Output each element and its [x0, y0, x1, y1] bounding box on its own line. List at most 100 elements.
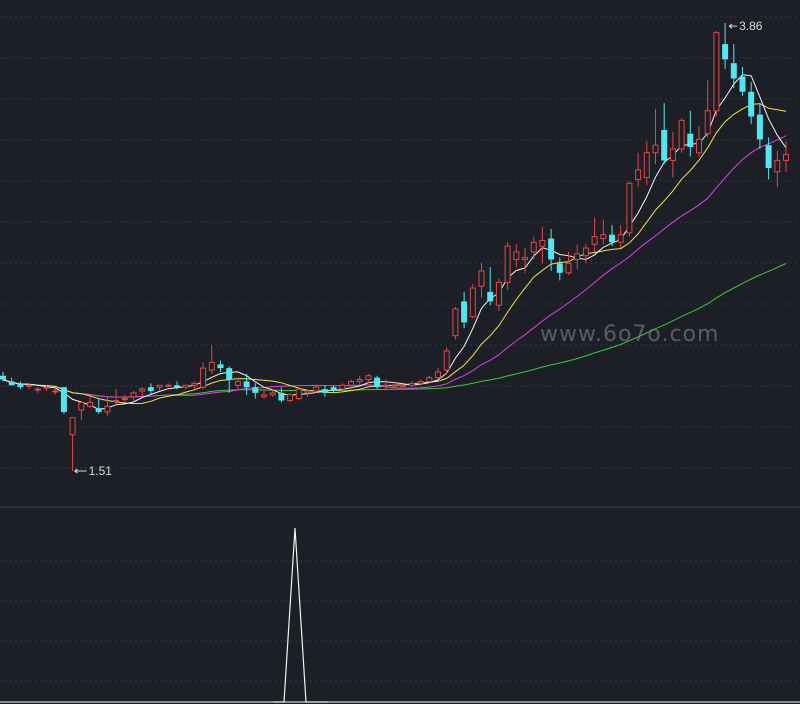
candle [609, 225, 615, 247]
candle [191, 381, 198, 390]
candle-body [408, 382, 415, 386]
candle [487, 267, 494, 306]
candle-body [321, 389, 328, 393]
candle-body [574, 253, 581, 260]
candle [774, 150, 781, 188]
candle [696, 126, 702, 157]
candle [313, 385, 320, 393]
candle-body [609, 234, 615, 243]
candle [461, 291, 468, 329]
candle [261, 389, 267, 399]
candle-body [626, 182, 633, 234]
candle-body [234, 380, 241, 386]
candle [17, 381, 24, 390]
candle-body [330, 387, 337, 391]
candle-body [95, 408, 102, 412]
candle [495, 278, 502, 311]
candle-body [391, 384, 398, 387]
candle [522, 248, 528, 273]
candle [374, 375, 381, 390]
candle-body [774, 159, 781, 173]
candle-body [34, 388, 41, 391]
candle-body [208, 361, 215, 371]
signal-line [273, 527, 328, 703]
candle-body [278, 392, 285, 401]
candle [600, 219, 607, 245]
candle [548, 228, 555, 271]
candle-body [104, 405, 111, 413]
candle-body [348, 380, 354, 386]
candle-body [17, 383, 24, 388]
candle [678, 118, 685, 153]
candle [748, 82, 755, 125]
watermark: www.6o7o.com [540, 322, 719, 347]
candle-body [696, 138, 702, 154]
candle-body [669, 148, 676, 161]
candle-body [783, 154, 789, 161]
candle-body [243, 381, 250, 388]
candle [626, 181, 633, 237]
candle [226, 366, 233, 393]
candle [783, 141, 789, 172]
ma20-line [2, 135, 787, 398]
candle [530, 236, 537, 260]
indicator-panel [0, 527, 800, 703]
candle [704, 80, 711, 138]
candle [34, 387, 41, 393]
candle [174, 381, 180, 390]
candle [426, 375, 433, 384]
candle [417, 379, 424, 386]
candle-body [269, 392, 276, 396]
candle [104, 396, 111, 416]
candle-body [461, 301, 468, 323]
high-arrow [728, 23, 738, 29]
candle-body [739, 76, 746, 92]
candle [304, 389, 311, 397]
candle [87, 396, 93, 409]
candle [339, 383, 346, 391]
candle [95, 398, 102, 414]
candle-body [165, 384, 172, 387]
candle [252, 383, 259, 399]
candle-body [426, 377, 433, 382]
candle-body [295, 388, 302, 400]
candle-body [582, 247, 589, 257]
candle-body [0, 375, 6, 380]
candle [348, 379, 354, 390]
candle [443, 347, 450, 374]
candle-body [356, 379, 363, 382]
candle-body [365, 375, 372, 381]
candle-body [174, 385, 180, 388]
candle [287, 392, 294, 403]
candle [269, 389, 276, 397]
candle-body [43, 386, 50, 389]
candle [539, 227, 546, 264]
candle-body [374, 377, 381, 388]
candle [452, 307, 459, 340]
annotations: 3.86 1.51 [74, 19, 763, 478]
candle [504, 242, 511, 290]
candle [391, 381, 398, 388]
candle [687, 110, 694, 157]
candle-body [8, 381, 15, 386]
candle [408, 381, 415, 388]
candle [582, 244, 589, 264]
candle [661, 103, 668, 165]
candle-body [704, 110, 711, 135]
candle-body [435, 371, 441, 379]
candle-body [443, 350, 450, 371]
candle-body [130, 392, 137, 398]
candle-body [643, 152, 650, 179]
candle-body [121, 398, 128, 401]
candle [765, 137, 772, 180]
candle-body [748, 91, 755, 117]
candle-body [452, 308, 459, 337]
candle-body [478, 270, 485, 287]
candle [208, 345, 215, 374]
candle [60, 387, 67, 414]
candle-body [78, 401, 85, 411]
candle-body [539, 239, 546, 247]
candle-body [687, 133, 694, 148]
candle [574, 244, 581, 270]
